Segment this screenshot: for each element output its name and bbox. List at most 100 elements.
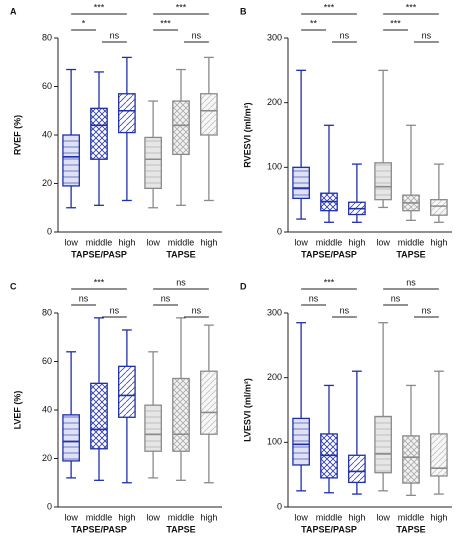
y-tick-label: 20 bbox=[42, 178, 52, 188]
significance-label: *** bbox=[94, 277, 105, 287]
y-tick-label: 40 bbox=[42, 129, 52, 139]
group-label: TAPSE bbox=[166, 524, 195, 534]
y-axis-label: RVESVI (ml/m²) bbox=[242, 102, 252, 167]
significance-label: ns bbox=[391, 293, 401, 303]
y-tick-label: 20 bbox=[42, 453, 52, 463]
box bbox=[200, 370, 218, 435]
x-tick-label: high bbox=[430, 237, 447, 247]
x-tick-label: high bbox=[200, 512, 217, 522]
box bbox=[374, 415, 392, 474]
box bbox=[374, 162, 392, 201]
y-tick-label: 40 bbox=[42, 404, 52, 414]
x-tick-label: middle bbox=[398, 237, 425, 247]
box bbox=[62, 414, 80, 462]
significance-label: ns bbox=[309, 293, 319, 303]
x-tick-label: low bbox=[146, 512, 160, 522]
y-axis-label: LVESVI (ml/m²) bbox=[242, 378, 252, 442]
x-tick-label: middle bbox=[168, 237, 195, 247]
y-tick-label: 0 bbox=[277, 226, 282, 236]
box bbox=[172, 100, 190, 156]
x-tick-label: low bbox=[146, 237, 160, 247]
y-tick-label: 200 bbox=[267, 97, 282, 107]
y-tick-label: 100 bbox=[267, 162, 282, 172]
significance-label: *** bbox=[160, 18, 171, 28]
y-tick-label: 0 bbox=[47, 226, 52, 236]
x-tick-label: high bbox=[118, 512, 135, 522]
box bbox=[118, 93, 136, 134]
box bbox=[200, 93, 218, 136]
group-label: TAPSE bbox=[166, 249, 195, 259]
y-tick-label: 60 bbox=[42, 81, 52, 91]
significance-label: ns bbox=[110, 305, 120, 315]
x-tick-label: middle bbox=[316, 512, 343, 522]
x-tick-label: middle bbox=[168, 512, 195, 522]
box bbox=[144, 136, 162, 190]
significance-label: *** bbox=[324, 277, 335, 287]
box bbox=[348, 454, 366, 484]
significance-label: ns bbox=[340, 30, 350, 40]
x-tick-label: middle bbox=[86, 237, 113, 247]
significance-label: ns bbox=[110, 30, 120, 40]
x-tick-label: middle bbox=[398, 512, 425, 522]
box bbox=[90, 382, 108, 450]
significance-label: * bbox=[82, 18, 86, 28]
y-tick-label: 60 bbox=[42, 356, 52, 366]
box bbox=[172, 377, 190, 452]
panel-letter: A bbox=[10, 6, 17, 16]
significance-label: ns bbox=[192, 305, 202, 315]
panel-letter: C bbox=[10, 281, 17, 291]
x-tick-label: high bbox=[430, 512, 447, 522]
box bbox=[90, 107, 108, 160]
significance-label: ns bbox=[161, 293, 171, 303]
y-axis-label: RVEF (%) bbox=[12, 115, 22, 155]
significance-label: *** bbox=[324, 2, 335, 12]
x-tick-label: low bbox=[64, 512, 78, 522]
x-tick-label: low bbox=[376, 512, 390, 522]
box bbox=[62, 134, 80, 187]
box bbox=[430, 199, 448, 216]
significance-label: ** bbox=[310, 18, 318, 28]
y-axis-label: LVEF (%) bbox=[12, 391, 22, 430]
y-tick-label: 300 bbox=[267, 307, 282, 317]
significance-label: ns bbox=[79, 293, 89, 303]
y-tick-label: 100 bbox=[267, 437, 282, 447]
group-label: TAPSE/PASP bbox=[71, 524, 127, 534]
significance-label: *** bbox=[94, 2, 105, 12]
box bbox=[144, 404, 162, 452]
group-label: TAPSE/PASP bbox=[71, 249, 127, 259]
x-tick-label: low bbox=[294, 512, 308, 522]
box bbox=[430, 433, 448, 477]
y-tick-label: 0 bbox=[47, 501, 52, 511]
x-tick-label: high bbox=[348, 237, 365, 247]
box bbox=[402, 435, 420, 484]
x-tick-label: high bbox=[348, 512, 365, 522]
group-label: TAPSE bbox=[396, 249, 425, 259]
significance-label: ns bbox=[340, 305, 350, 315]
y-tick-label: 300 bbox=[267, 32, 282, 42]
y-tick-label: 80 bbox=[42, 32, 52, 42]
group-label: TAPSE/PASP bbox=[301, 249, 357, 259]
x-tick-label: low bbox=[64, 237, 78, 247]
significance-label: ns bbox=[406, 277, 416, 287]
significance-label: ns bbox=[422, 30, 432, 40]
significance-label: ns bbox=[422, 305, 432, 315]
y-tick-label: 0 bbox=[277, 501, 282, 511]
significance-label: *** bbox=[390, 18, 401, 28]
y-tick-label: 200 bbox=[267, 372, 282, 382]
group-label: TAPSE/PASP bbox=[301, 524, 357, 534]
x-tick-label: low bbox=[294, 237, 308, 247]
x-tick-label: high bbox=[200, 237, 217, 247]
significance-label: *** bbox=[406, 2, 417, 12]
box bbox=[118, 365, 136, 418]
panel-letter: D bbox=[240, 281, 247, 291]
x-tick-label: middle bbox=[86, 512, 113, 522]
box bbox=[292, 417, 310, 466]
group-label: TAPSE bbox=[396, 524, 425, 534]
x-tick-label: middle bbox=[316, 237, 343, 247]
box bbox=[292, 166, 310, 200]
x-tick-label: low bbox=[376, 237, 390, 247]
y-tick-label: 80 bbox=[42, 307, 52, 317]
panel-letter: B bbox=[240, 6, 247, 16]
significance-label: ns bbox=[192, 30, 202, 40]
